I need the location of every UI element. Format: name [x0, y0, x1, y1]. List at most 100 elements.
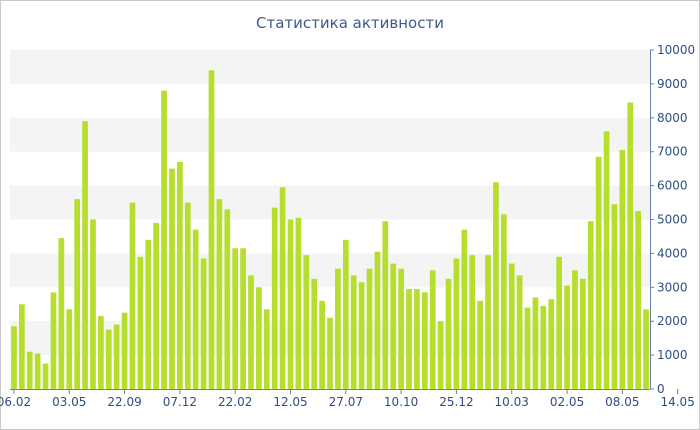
bar: [398, 268, 404, 389]
bar: [311, 278, 318, 389]
x-tick-labels: 06.02 03.05 22.09 07.12 22.02 12.05 27.07 10.10…: [0, 389, 695, 409]
bar: [437, 321, 444, 389]
bar: [74, 199, 81, 389]
bar: [319, 300, 325, 389]
bar: [66, 309, 73, 389]
y-tick-label: 9000: [657, 77, 688, 91]
bar: [572, 270, 578, 389]
bar: [58, 238, 65, 389]
bar: [192, 229, 199, 389]
x-tick-label: 02.05: [550, 395, 584, 409]
bar: [421, 292, 428, 389]
x-tick-label: 14.05: [660, 395, 694, 409]
bar: [406, 289, 412, 389]
bar: [19, 304, 25, 389]
bar: [587, 221, 594, 389]
bar: [271, 207, 278, 389]
y-tick-label: 10000: [657, 43, 695, 57]
x-tick-label: 06.02: [0, 395, 31, 409]
bar: [627, 102, 634, 390]
bar: [619, 150, 626, 389]
bar: [232, 248, 239, 389]
bar: [603, 131, 610, 390]
y-tick-label: 1000: [657, 348, 688, 362]
grid-band: [10, 253, 650, 288]
x-tick-label: 12.05: [273, 395, 307, 409]
bar: [595, 156, 602, 389]
bar: [177, 161, 183, 389]
x-tick-label: 10.10: [384, 395, 418, 409]
y-tick-label: 4000: [657, 246, 688, 260]
bar: [611, 204, 618, 389]
x-tick-label: 10.03: [495, 395, 529, 409]
bar: [295, 217, 302, 389]
bar: [224, 209, 231, 389]
bar: [461, 229, 468, 389]
bar: [350, 275, 357, 389]
bar: [42, 363, 49, 389]
bar: [485, 255, 491, 389]
bar: [342, 239, 349, 389]
x-tick-label: 08.05: [605, 395, 639, 409]
bar: [493, 182, 499, 389]
y-tick-label: 2000: [657, 314, 688, 328]
x-tick-label: 25.12: [439, 395, 473, 409]
bar: [129, 202, 136, 389]
bar: [287, 219, 294, 389]
bar: [500, 214, 507, 389]
bar: [508, 263, 515, 389]
bar: [524, 307, 531, 389]
x-tick-label: 03.05: [52, 395, 86, 409]
bar: [556, 256, 562, 389]
bar: [26, 351, 33, 389]
y-tick-label: 6000: [657, 179, 688, 193]
bar: [240, 248, 246, 389]
bar: [113, 324, 120, 389]
bar: [327, 317, 333, 389]
bar: [161, 90, 167, 390]
bar: [248, 275, 254, 389]
bar: [50, 292, 57, 389]
bar: [121, 312, 128, 389]
bar: [469, 255, 476, 389]
bar: [11, 326, 17, 389]
y-tick-label: 7000: [657, 145, 688, 159]
bar: [216, 199, 223, 389]
bar: [390, 263, 397, 389]
y-tick-label: 5000: [657, 213, 688, 227]
x-tick-label: 22.09: [107, 395, 141, 409]
bar: [382, 221, 389, 389]
bar: [263, 309, 270, 389]
bar: [414, 289, 420, 389]
bar: [153, 222, 160, 389]
bar: [532, 297, 539, 389]
bar: [358, 282, 365, 389]
bar: [445, 278, 452, 389]
bar: [580, 278, 586, 389]
grid-band: [10, 117, 650, 152]
bar: [548, 299, 555, 389]
bar: [82, 121, 88, 389]
bar: [516, 275, 523, 389]
x-tick-label: 22.02: [218, 395, 252, 409]
x-tick-label: 07.12: [163, 395, 197, 409]
bar: [90, 219, 96, 389]
bar: [184, 202, 191, 389]
bar: [137, 256, 144, 389]
x-tick-label: 27.07: [329, 395, 363, 409]
grid-band: [10, 50, 650, 84]
bar: [303, 255, 310, 389]
y-tick-label: 3000: [657, 280, 688, 294]
bar: [540, 305, 547, 389]
y-tick-label: 0: [657, 382, 665, 396]
bar: [564, 285, 570, 389]
bar: [635, 211, 641, 389]
y-tick-labels: 0 1000 2000 3000 4000 5000 6000 7000 8000 9000 100…: [650, 43, 695, 396]
bar: [34, 353, 41, 389]
bar: [169, 168, 175, 389]
bar: [145, 239, 152, 389]
bar-series: [11, 70, 649, 390]
bar: [200, 258, 207, 389]
bar: [366, 268, 373, 389]
